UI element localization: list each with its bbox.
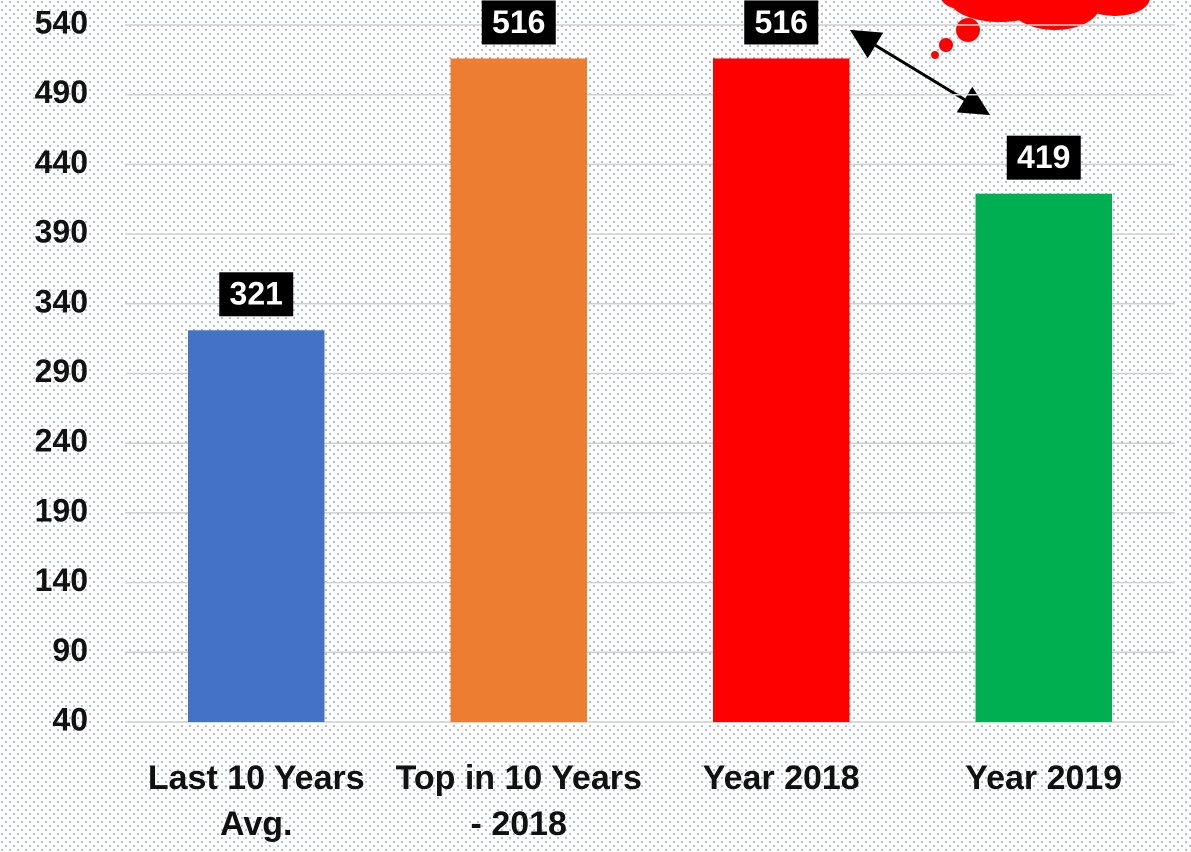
value-label: 516 (755, 4, 808, 40)
y-tick-label: 490 (35, 74, 88, 110)
y-tick-label: 340 (35, 283, 88, 319)
x-tick-label: Top in 10 Years - 2018 (395, 759, 642, 843)
value-label-box (481, 0, 556, 45)
bar (975, 193, 1112, 722)
bar (450, 58, 587, 723)
x-tick-label: Last 10 Years Avg. (147, 759, 365, 843)
y-tick-label: 190 (35, 492, 88, 528)
x-tick-label: Year 2019 (965, 759, 1123, 797)
y-tick-label: 90 (52, 632, 88, 668)
value-label: 516 (492, 4, 545, 40)
bar (188, 330, 325, 722)
y-tick-label: 140 (35, 562, 88, 598)
y-tick-label: 40 (52, 701, 88, 737)
y-tick-label: 440 (35, 144, 88, 180)
value-label-box (744, 0, 819, 45)
value-label-box (1006, 135, 1081, 180)
value-label: 419 (1017, 139, 1070, 175)
y-tick-label: 540 (35, 4, 88, 40)
y-tick-label: 240 (35, 423, 88, 459)
x-tick-label: Year 2018 (702, 759, 860, 797)
value-label-box (219, 272, 294, 317)
y-tick-label: 290 (35, 353, 88, 389)
value-label: 321 (230, 276, 283, 312)
y-tick-label: 390 (35, 214, 88, 250)
arrow (849, 29, 991, 116)
bar (713, 58, 850, 723)
